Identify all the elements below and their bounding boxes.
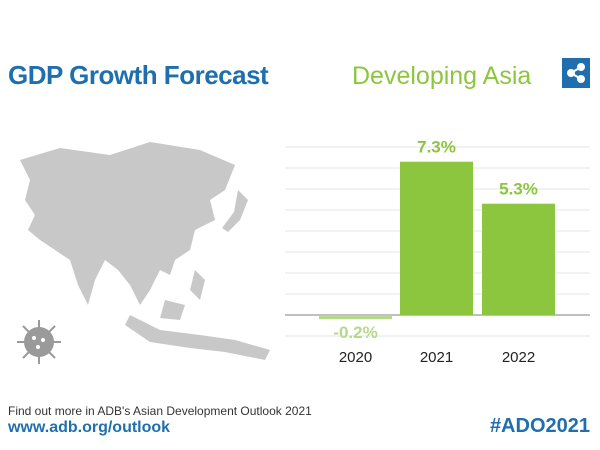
share-icon [567, 63, 585, 83]
share-button[interactable] [562, 58, 590, 88]
region-label: Developing Asia [352, 62, 532, 90]
bar-2021 [400, 161, 473, 315]
virus-icon [17, 320, 61, 364]
data-label-2022: 5.3% [499, 180, 538, 199]
footer-text: Find out more in ADB's Asian Development… [8, 404, 312, 418]
bar-2022 [482, 203, 555, 315]
japan [222, 190, 248, 232]
bar-chart: -0.2% 2020 7.3% 2021 5.3% 2022 [285, 138, 590, 366]
page-title: GDP Growth Forecast [8, 60, 269, 90]
bar-2020 [319, 315, 392, 320]
philippines [190, 270, 205, 300]
footer-link[interactable]: www.adb.org/outlook [8, 419, 171, 436]
x-tick-label: 2021 [420, 349, 453, 366]
data-label-2021: 7.3% [417, 138, 456, 157]
asia-mainland [20, 142, 235, 305]
x-tick-label: 2022 [502, 349, 535, 366]
x-tick-label: 2020 [339, 349, 372, 366]
hashtag: #ADO2021 [489, 415, 590, 437]
data-label-2020: -0.2% [333, 323, 377, 342]
asia-map [20, 142, 270, 360]
indonesia [125, 300, 270, 360]
